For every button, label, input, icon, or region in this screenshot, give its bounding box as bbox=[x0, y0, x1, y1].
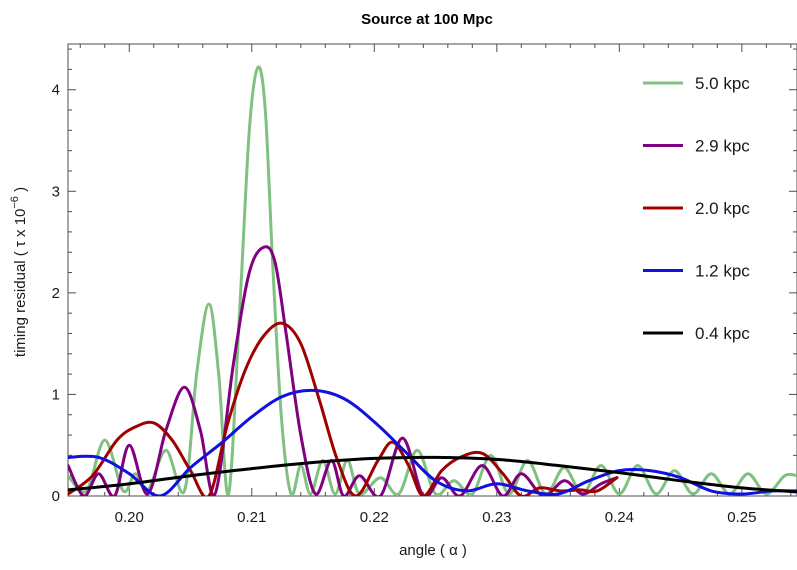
plot-frame bbox=[67, 43, 797, 497]
x-tick-label: 0.22 bbox=[360, 509, 389, 526]
x-axis-label: angle ( α ) bbox=[399, 542, 467, 559]
legend-label: 1.2 kpc bbox=[695, 262, 750, 281]
y-tick-label: 0 bbox=[52, 488, 60, 505]
series-line-2-0-kpc bbox=[68, 321, 619, 496]
chart-title: Source at 100 Mpc bbox=[361, 11, 493, 28]
x-tick-label: 0.23 bbox=[482, 509, 511, 526]
x-tick-label: 0.20 bbox=[115, 509, 144, 526]
legend: 5.0 kpc 2.9 kpc 2.0 kpc 1.2 kpc 0.4 kpc bbox=[643, 74, 750, 343]
x-tick-label: 0.25 bbox=[727, 509, 756, 526]
y-axis-label-close: ) bbox=[12, 187, 29, 196]
legend-label: 2.0 kpc bbox=[695, 199, 750, 218]
series-line-1-2-kpc bbox=[68, 388, 797, 496]
x-tick-label: 0.24 bbox=[605, 509, 634, 526]
y-axis-label-main: timing residual ( τ x 10 bbox=[12, 209, 29, 357]
legend-label: 5.0 kpc bbox=[695, 74, 750, 93]
legend-label: 0.4 kpc bbox=[695, 324, 750, 343]
series-group bbox=[68, 65, 797, 496]
y-tick-label: 2 bbox=[52, 285, 60, 302]
x-axis: 0.20 0.21 0.22 0.23 0.24 0.25 bbox=[79, 44, 792, 526]
y-axis-label-exponent: −6 bbox=[9, 196, 21, 209]
x-tick-label: 0.21 bbox=[237, 509, 266, 526]
y-tick-label: 4 bbox=[52, 82, 60, 99]
y-tick-label: 1 bbox=[52, 386, 60, 403]
y-axis: 0 1 2 3 4 bbox=[52, 48, 797, 505]
y-axis-label: timing residual ( τ x 10−6 ) bbox=[9, 187, 29, 357]
legend-label: 2.9 kpc bbox=[695, 137, 750, 156]
series-line-5-0-kpc bbox=[68, 65, 797, 496]
series-line-0-4-kpc bbox=[68, 455, 797, 494]
y-tick-label: 3 bbox=[52, 183, 60, 200]
